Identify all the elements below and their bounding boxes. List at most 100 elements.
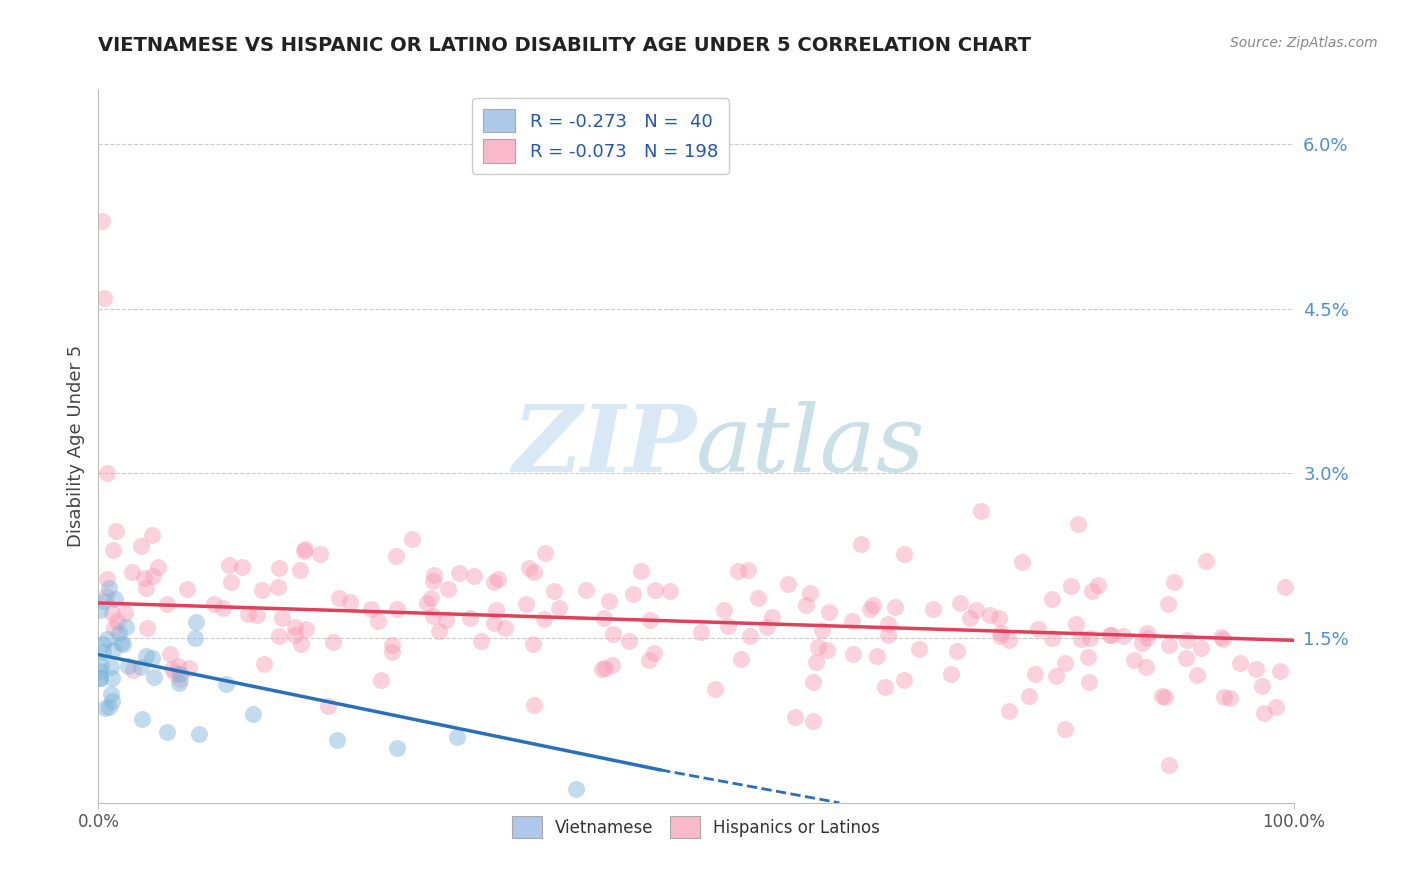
- Point: [96, 632, 118, 646]
- Point: [1067, 516, 1090, 531]
- Point: [422, 574, 444, 588]
- Point: [534, 546, 557, 560]
- Point: [294, 541, 316, 556]
- Point: [1213, 690, 1236, 704]
- Point: [818, 605, 841, 619]
- Point: [717, 619, 740, 633]
- Point: [593, 611, 616, 625]
- Point: [1011, 555, 1033, 569]
- Point: [91, 637, 114, 651]
- Point: [446, 731, 468, 745]
- Point: [517, 560, 540, 574]
- Text: atlas: atlas: [696, 401, 925, 491]
- Point: [326, 733, 349, 747]
- Point: [107, 626, 129, 640]
- Point: [1028, 622, 1050, 636]
- Text: Source: ZipAtlas.com: Source: ZipAtlas.com: [1230, 36, 1378, 50]
- Point: [165, 665, 187, 680]
- Point: [1191, 641, 1213, 656]
- Point: [242, 706, 264, 721]
- Point: [129, 539, 152, 553]
- Point: [387, 602, 409, 616]
- Point: [381, 645, 404, 659]
- Point: [422, 608, 444, 623]
- Point: [401, 532, 423, 546]
- Point: [713, 602, 735, 616]
- Point: [381, 638, 404, 652]
- Point: [1136, 632, 1159, 646]
- Point: [131, 712, 153, 726]
- Point: [801, 674, 824, 689]
- Point: [93, 701, 115, 715]
- Point: [1185, 668, 1208, 682]
- Point: [949, 596, 972, 610]
- Point: [156, 725, 179, 739]
- Point: [101, 606, 124, 620]
- Point: [211, 600, 233, 615]
- Point: [112, 637, 135, 651]
- Legend: Vietnamese, Hispanics or Latinos: Vietnamese, Hispanics or Latinos: [505, 810, 887, 845]
- Point: [94, 589, 117, 603]
- Point: [523, 565, 546, 579]
- Point: [703, 681, 725, 696]
- Point: [1264, 699, 1286, 714]
- Point: [100, 660, 122, 674]
- Point: [169, 667, 191, 681]
- Point: [690, 624, 713, 639]
- Point: [1253, 706, 1275, 720]
- Point: [783, 710, 806, 724]
- Point: [427, 624, 450, 639]
- Point: [167, 676, 190, 690]
- Point: [96, 467, 118, 481]
- Point: [96, 572, 118, 586]
- Point: [873, 680, 896, 694]
- Point: [97, 700, 120, 714]
- Point: [322, 635, 344, 649]
- Point: [419, 591, 441, 605]
- Point: [543, 583, 565, 598]
- Point: [1040, 631, 1063, 645]
- Point: [565, 781, 588, 796]
- Point: [801, 714, 824, 729]
- Point: [876, 616, 898, 631]
- Point: [162, 662, 184, 676]
- Point: [93, 594, 115, 608]
- Point: [815, 643, 838, 657]
- Point: [1070, 632, 1092, 647]
- Point: [1112, 629, 1135, 643]
- Point: [1098, 628, 1121, 642]
- Y-axis label: Disability Age Under 5: Disability Age Under 5: [66, 345, 84, 547]
- Point: [1078, 675, 1101, 690]
- Point: [89, 664, 111, 678]
- Point: [990, 626, 1012, 640]
- Point: [737, 563, 759, 577]
- Point: [135, 649, 157, 664]
- Point: [965, 603, 987, 617]
- Point: [877, 628, 900, 642]
- Point: [143, 670, 166, 684]
- Point: [101, 642, 124, 657]
- Point: [644, 582, 666, 597]
- Point: [316, 698, 339, 713]
- Point: [811, 623, 834, 637]
- Point: [458, 611, 481, 625]
- Point: [290, 637, 312, 651]
- Point: [482, 575, 505, 590]
- Point: [1045, 669, 1067, 683]
- Point: [908, 641, 931, 656]
- Text: ZIP: ZIP: [512, 401, 696, 491]
- Point: [1229, 657, 1251, 671]
- Point: [231, 560, 253, 574]
- Point: [463, 569, 485, 583]
- Point: [939, 667, 962, 681]
- Point: [842, 647, 865, 661]
- Point: [101, 671, 124, 685]
- Point: [186, 615, 208, 630]
- Point: [385, 741, 409, 756]
- Point: [756, 620, 779, 634]
- Point: [851, 537, 873, 551]
- Point: [1054, 723, 1077, 737]
- Point: [1174, 651, 1197, 665]
- Point: [114, 620, 136, 634]
- Point: [486, 572, 509, 586]
